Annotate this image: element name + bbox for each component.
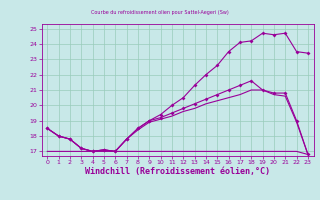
Text: Courbe du refroidissement olien pour Sattel-Aegeri (Sw): Courbe du refroidissement olien pour Sat… xyxy=(91,10,229,15)
X-axis label: Windchill (Refroidissement éolien,°C): Windchill (Refroidissement éolien,°C) xyxy=(85,167,270,176)
